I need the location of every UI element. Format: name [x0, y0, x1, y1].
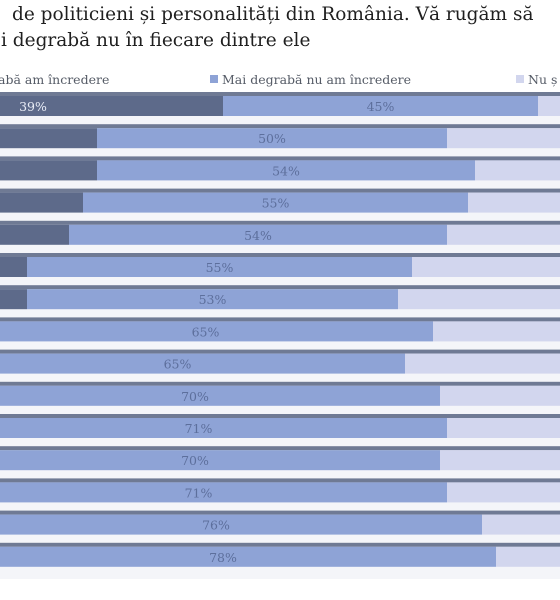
bar-trust	[0, 160, 97, 181]
bar-dont-know	[538, 96, 560, 116]
bar-dont-know	[447, 482, 560, 503]
bar-dont-know	[468, 192, 560, 213]
value-label-distrust: 70%	[181, 453, 209, 468]
bar-distrust	[0, 450, 440, 471]
bar-distrust	[27, 289, 398, 310]
value-label-distrust: 76%	[202, 518, 230, 533]
bar-dont-know	[405, 353, 560, 374]
bar-distrust	[83, 192, 468, 213]
row-separator	[0, 381, 560, 386]
row-separator	[0, 92, 560, 96]
row-separator	[0, 253, 560, 257]
value-label-distrust: 65%	[192, 324, 220, 339]
row-separator	[0, 156, 560, 161]
row-separator	[0, 124, 560, 129]
bar-dont-know	[440, 385, 560, 406]
bar-dont-know	[447, 224, 560, 245]
value-label-distrust: 78%	[209, 550, 237, 565]
legend-label-dont-know: Nu ș	[528, 72, 558, 87]
legend-item-dont-know: Nu ș	[516, 72, 557, 87]
bar-distrust	[223, 96, 538, 116]
legend-item-distrust: Mai degrabă nu am încredere	[210, 72, 411, 87]
row-separator	[0, 220, 560, 225]
value-label-trust: 39%	[19, 99, 47, 114]
value-label-distrust: 71%	[185, 421, 213, 436]
row-separator	[0, 188, 560, 193]
legend-label-distrust: Mai degrabă nu am încredere	[222, 72, 412, 87]
bar-trust	[0, 289, 27, 310]
bar-distrust	[69, 224, 447, 245]
bar-dont-know	[447, 128, 560, 149]
chart-title-line-1: de politicieni și personalități din Româ…	[12, 4, 534, 25]
bar-dont-know	[440, 450, 560, 471]
bar-dont-know	[475, 160, 560, 181]
value-label-distrust: 54%	[272, 163, 300, 178]
bar-dont-know	[482, 514, 560, 535]
value-label-distrust: 71%	[185, 485, 213, 500]
value-label-distrust: 65%	[164, 357, 192, 372]
legend-swatch-distrust	[210, 75, 218, 83]
bar-dont-know	[398, 289, 560, 310]
value-label-distrust: 55%	[262, 196, 290, 211]
bar-distrust	[0, 482, 447, 503]
value-label-distrust: 54%	[244, 228, 272, 243]
row-separator	[0, 478, 560, 483]
chart-title-line-2: i degrabă nu în fiecare dintre ele	[1, 30, 311, 51]
row-separator	[0, 349, 560, 354]
bar-dont-know	[447, 418, 560, 438]
row-separator	[0, 510, 560, 515]
bar-distrust	[0, 353, 405, 374]
legend-swatch-dont-know	[516, 75, 524, 83]
value-label-distrust: 45%	[367, 99, 395, 114]
row-separator	[0, 414, 560, 418]
chart-title: de politicieni și personalități din Româ…	[0, 2, 560, 54]
bar-trust	[0, 224, 69, 245]
bar-distrust	[0, 418, 447, 438]
row-separator	[0, 446, 560, 451]
row-separator	[0, 317, 560, 322]
bar-distrust	[97, 160, 475, 181]
bar-distrust	[0, 514, 482, 535]
legend-label-trust: abă am încredere	[0, 72, 110, 87]
bar-trust	[0, 128, 97, 149]
value-label-distrust: 53%	[199, 292, 227, 307]
value-label-distrust: 50%	[258, 131, 286, 146]
bar-trust	[0, 96, 223, 116]
bar-trust	[0, 192, 83, 213]
legend-item-trust: abă am încredere	[0, 72, 109, 87]
bar-distrust	[27, 257, 412, 277]
row-separator	[0, 542, 560, 547]
bar-dont-know	[496, 546, 560, 567]
value-label-distrust: 70%	[181, 389, 209, 404]
bar-distrust	[0, 385, 440, 406]
value-label-distrust: 55%	[206, 260, 234, 275]
bar-trust	[0, 257, 27, 277]
bar-dont-know	[412, 257, 560, 277]
bar-distrust	[97, 128, 447, 149]
bar-distrust	[0, 321, 433, 342]
bar-dont-know	[433, 321, 560, 342]
legend: abă am încredere Mai degrabă nu am încre…	[0, 72, 560, 92]
row-separator	[0, 285, 560, 290]
bar-distrust	[0, 546, 496, 567]
